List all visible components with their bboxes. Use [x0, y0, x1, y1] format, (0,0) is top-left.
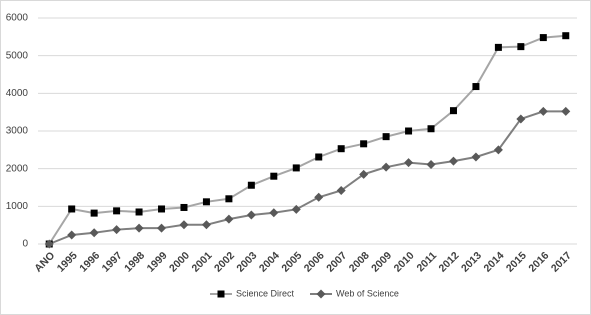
marker — [224, 214, 234, 224]
marker — [180, 203, 188, 211]
marker — [315, 153, 323, 161]
marker — [246, 210, 256, 220]
marker — [67, 230, 77, 240]
marker — [134, 223, 144, 233]
legend-marker — [316, 289, 326, 299]
marker — [158, 205, 166, 213]
marker — [157, 223, 167, 233]
y-tick-label: 5000 — [6, 50, 29, 61]
marker — [562, 32, 570, 40]
marker — [561, 106, 571, 116]
marker — [427, 125, 435, 133]
marker — [113, 207, 121, 215]
marker — [201, 220, 211, 230]
marker — [471, 152, 481, 162]
marker — [516, 114, 526, 124]
y-tick-label: 4000 — [6, 88, 29, 99]
marker — [360, 140, 368, 148]
marker — [538, 106, 548, 116]
marker — [381, 162, 391, 172]
marker — [90, 209, 98, 217]
marker — [314, 192, 324, 202]
marker — [426, 160, 436, 170]
y-tick-label: 0 — [22, 239, 28, 250]
marker — [404, 158, 414, 168]
marker — [179, 220, 189, 230]
marker — [359, 169, 369, 179]
legend-label: Science Direct — [236, 288, 295, 298]
marker — [135, 208, 143, 216]
marker — [539, 34, 547, 42]
marker — [112, 225, 122, 235]
legend-label: Web of Science — [336, 288, 399, 298]
marker — [449, 107, 457, 115]
marker — [382, 133, 390, 141]
marker — [472, 83, 480, 91]
marker — [405, 127, 413, 135]
y-tick-label: 1000 — [6, 201, 29, 212]
marker — [202, 198, 210, 206]
series-line — [48, 34, 566, 245]
marker — [292, 164, 300, 172]
marker — [517, 43, 525, 51]
marker — [336, 186, 346, 196]
marker — [44, 239, 54, 249]
legend-marker — [217, 290, 225, 298]
y-tick-label: 2000 — [6, 163, 29, 174]
marker — [269, 208, 279, 218]
marker — [89, 228, 99, 238]
marker — [337, 145, 345, 153]
marker — [270, 172, 278, 180]
marker — [225, 195, 233, 203]
y-tick-label: 3000 — [6, 126, 29, 137]
marker — [494, 43, 502, 51]
marker — [247, 181, 255, 189]
marker — [68, 205, 76, 213]
marker — [291, 204, 301, 214]
y-tick-label: 6000 — [6, 13, 29, 24]
marker — [493, 145, 503, 155]
marker — [448, 156, 458, 166]
